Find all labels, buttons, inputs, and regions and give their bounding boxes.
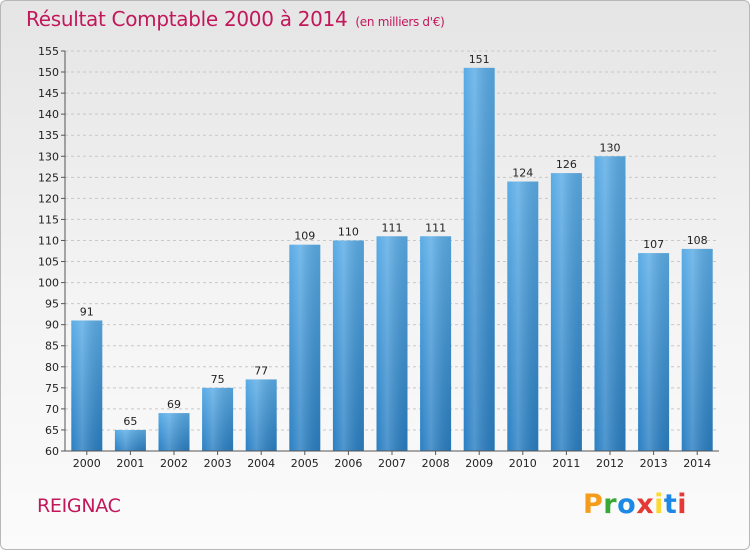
bar-group — [638, 253, 670, 451]
bar-group — [202, 387, 234, 451]
logo-letter: i — [654, 489, 664, 520]
bar-group — [289, 244, 321, 451]
x-tick-label: 2014 — [683, 457, 711, 470]
y-tick-label: 70 — [45, 403, 59, 416]
x-tick-label: 2008 — [422, 457, 450, 470]
value-label: 108 — [687, 234, 708, 247]
y-tick-label: 120 — [38, 192, 59, 205]
y-tick-label: 110 — [38, 234, 59, 247]
x-tick-label: 2003 — [204, 457, 232, 470]
logo-letter: i — [677, 489, 688, 520]
x-tick-label: 2006 — [334, 457, 362, 470]
bar-shine — [420, 236, 452, 451]
bar-group — [376, 236, 408, 451]
value-label: 126 — [556, 158, 577, 171]
chart-title: Résultat Comptable 2000 à 2014 (en millie… — [26, 7, 445, 31]
bar-group — [463, 67, 495, 451]
value-label: 69 — [167, 398, 181, 411]
bar-shine — [289, 244, 321, 451]
logo-letter: r — [603, 489, 618, 520]
x-tick-label: 2007 — [378, 457, 406, 470]
bar-group — [550, 173, 582, 451]
y-tick-label: 105 — [38, 256, 59, 269]
bar-group — [158, 413, 190, 451]
axes: 60 65 70 75 80 85 90 95 100 105 110 115 120 125 130 135… — [38, 45, 719, 470]
bar-group — [71, 320, 103, 451]
x-tick-label: 2010 — [509, 457, 537, 470]
value-label: 77 — [254, 364, 268, 377]
bar-group — [507, 181, 539, 452]
y-tick-label: 150 — [38, 66, 59, 79]
value-label: 75 — [211, 373, 225, 386]
y-tick-label: 80 — [45, 361, 59, 374]
bar-shine — [202, 387, 234, 451]
bar-shine — [332, 240, 364, 451]
bar-group — [114, 429, 146, 451]
bar-shine — [245, 379, 277, 451]
bar-group — [420, 236, 452, 451]
value-label: 107 — [643, 238, 664, 251]
y-tick-label: 130 — [38, 150, 59, 163]
proxiti-logo: Proxiti — [583, 489, 687, 520]
bar-shine — [71, 320, 103, 451]
bar-group — [332, 240, 364, 451]
commune-name: REIGNAC — [37, 495, 121, 517]
y-tick-label: 100 — [38, 277, 59, 290]
y-tick-label: 135 — [38, 129, 59, 142]
y-tick-label: 115 — [38, 213, 59, 226]
value-label: 130 — [600, 141, 621, 154]
x-tick-label: 2004 — [247, 457, 275, 470]
y-tick-label: 145 — [38, 87, 59, 100]
y-tick-label: 95 — [45, 298, 59, 311]
value-label: 91 — [80, 305, 94, 318]
x-tick-label: 2009 — [465, 457, 493, 470]
logo-letter: P — [583, 489, 604, 520]
bar-shine — [550, 173, 582, 451]
bar-shine — [158, 413, 190, 451]
bars: 91 65 69 75 77 109 110 111 111 151 124 126 130 107 108 — [71, 53, 713, 452]
chart-unit-label: (en milliers d'€) — [355, 15, 445, 29]
x-tick-label: 2002 — [160, 457, 188, 470]
bar-shine — [463, 67, 495, 451]
logo-letter: t — [663, 489, 678, 520]
bar-group — [681, 248, 713, 451]
value-label: 111 — [382, 221, 403, 234]
bar-shine — [594, 156, 626, 451]
y-tick-label: 60 — [45, 445, 59, 458]
x-tick-label: 2000 — [73, 457, 101, 470]
bar-shine — [507, 181, 539, 452]
bar-group — [594, 156, 626, 451]
logo-letter: x — [636, 489, 655, 520]
value-label: 109 — [294, 230, 315, 243]
logo-letter: o — [617, 489, 637, 520]
bar-group — [245, 379, 277, 451]
value-label: 151 — [469, 53, 490, 66]
value-label: 65 — [123, 415, 137, 428]
y-tick-label: 125 — [38, 171, 59, 184]
value-label: 111 — [425, 221, 446, 234]
bar-shine — [114, 429, 146, 451]
x-tick-label: 2013 — [640, 457, 668, 470]
y-tick-label: 85 — [45, 340, 59, 353]
bar-shine — [376, 236, 408, 451]
y-tick-label: 140 — [38, 108, 59, 121]
y-tick-label: 155 — [38, 45, 59, 58]
bar-shine — [681, 248, 713, 451]
y-tick-label: 90 — [45, 319, 59, 332]
y-tick-label: 65 — [45, 424, 59, 437]
x-tick-label: 2005 — [291, 457, 319, 470]
x-tick-label: 2001 — [116, 457, 144, 470]
value-label: 110 — [338, 225, 359, 238]
value-label: 124 — [512, 167, 533, 180]
bar-shine — [638, 253, 670, 451]
x-tick-label: 2011 — [552, 457, 580, 470]
chart-title-text: Résultat Comptable 2000 à 2014 — [26, 7, 348, 31]
x-tick-label: 2012 — [596, 457, 624, 470]
y-tick-label: 75 — [45, 382, 59, 395]
